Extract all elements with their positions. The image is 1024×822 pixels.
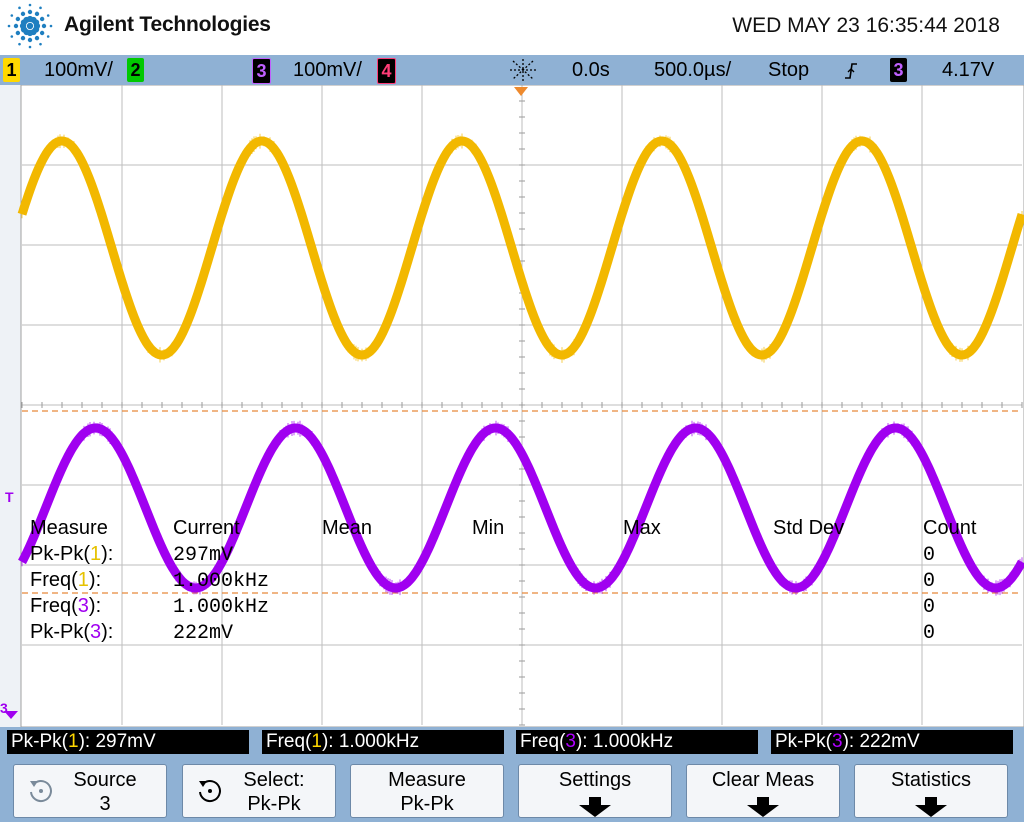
softkey-bar: Source 3 Select: Pk-Pk Measure Pk-Pk Set… bbox=[0, 759, 1024, 822]
table-row-current: 1.000kHz bbox=[173, 596, 269, 619]
clear-meas-softkey[interactable]: Clear Meas bbox=[686, 764, 840, 818]
table-row-name: Freq(3): bbox=[30, 595, 101, 617]
table-row-name: Pk-Pk(1): bbox=[30, 543, 113, 565]
rising-edge-icon bbox=[843, 60, 859, 82]
trigger-source-badge[interactable]: 3 bbox=[890, 58, 907, 82]
statistics-softkey[interactable]: Statistics bbox=[854, 764, 1008, 818]
table-row-count: 0 bbox=[923, 596, 935, 619]
table-row-current: 297mV bbox=[173, 544, 233, 567]
table-header: Count bbox=[923, 517, 977, 539]
acquisition-icon bbox=[507, 57, 539, 83]
measurement-readout-2: Freq(1): 1.000kHz bbox=[262, 730, 504, 754]
channel-1-scale: 100mV/ bbox=[44, 58, 113, 82]
channel-4-badge[interactable]: 4 bbox=[377, 58, 396, 84]
trigger-level-marker: T bbox=[5, 489, 14, 505]
agilent-logo-icon bbox=[4, 2, 56, 52]
table-row-count: 0 bbox=[923, 570, 935, 593]
measurement-readout-3: Freq(3): 1.000kHz bbox=[516, 730, 758, 754]
source-softkey[interactable]: Source 3 bbox=[13, 764, 167, 818]
status-bar: 1 100mV/ 2 3 100mV/ 4 0.0s 500.0µs/ Stop… bbox=[0, 55, 1024, 85]
channel-2-badge[interactable]: 2 bbox=[127, 58, 144, 82]
table-row-name: Freq(1): bbox=[30, 569, 101, 591]
table-row-current: 1.000kHz bbox=[173, 570, 269, 593]
table-row-count: 0 bbox=[923, 622, 935, 645]
table-row-current: 222mV bbox=[173, 622, 233, 645]
table-row-name: Pk-Pk(3): bbox=[30, 621, 113, 643]
date-time: WED MAY 23 16:35:44 2018 bbox=[732, 14, 1000, 38]
select-softkey[interactable]: Select: Pk-Pk bbox=[182, 764, 336, 818]
table-header: Min bbox=[472, 517, 504, 539]
time-scale: 500.0µs/ bbox=[654, 58, 731, 82]
waveform-display: T 3 Measure Current Mean Min Max Std Dev Count… bbox=[0, 85, 1024, 727]
submenu-arrow-icon bbox=[577, 797, 613, 817]
brand-name: Agilent Technologies bbox=[64, 13, 271, 37]
run-state[interactable]: Stop bbox=[768, 58, 809, 82]
submenu-arrow-icon bbox=[745, 797, 781, 817]
measurement-readout-1: Pk-Pk(1): 297mV bbox=[7, 730, 249, 754]
channel-1-badge[interactable]: 1 bbox=[3, 58, 20, 82]
channel-3-scale: 100mV/ bbox=[293, 58, 362, 82]
time-delay: 0.0s bbox=[572, 58, 610, 82]
measurement-bar: Pk-Pk(1): 297mV Freq(1): 1.000kHz Freq(3… bbox=[0, 727, 1024, 759]
table-header: Current bbox=[173, 517, 240, 539]
table-header: Std Dev bbox=[773, 517, 844, 539]
trigger-level: 4.17V bbox=[942, 58, 994, 82]
measure-softkey[interactable]: Measure Pk-Pk bbox=[350, 764, 504, 818]
table-header: Measure bbox=[30, 517, 108, 539]
channel-3-badge[interactable]: 3 bbox=[252, 58, 271, 84]
header: Agilent Technologies WED MAY 23 16:35:44… bbox=[0, 0, 1024, 55]
measurement-readout-4: Pk-Pk(3): 222mV bbox=[771, 730, 1013, 754]
table-row-count: 0 bbox=[923, 544, 935, 567]
settings-softkey[interactable]: Settings bbox=[518, 764, 672, 818]
table-header: Max bbox=[623, 517, 661, 539]
table-header: Mean bbox=[322, 517, 372, 539]
submenu-arrow-icon bbox=[913, 797, 949, 817]
